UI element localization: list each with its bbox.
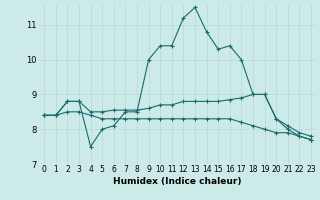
X-axis label: Humidex (Indice chaleur): Humidex (Indice chaleur)	[113, 177, 242, 186]
